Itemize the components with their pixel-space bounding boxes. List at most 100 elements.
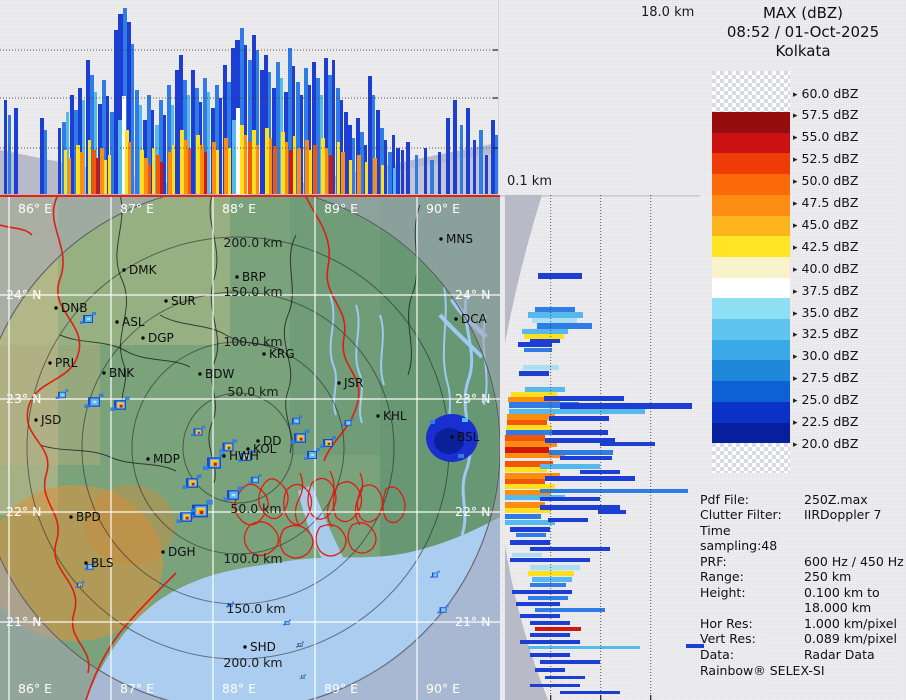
city-marker-sur: SUR — [164, 294, 196, 308]
radar-echo-cell — [226, 601, 234, 608]
city-marker-bsl: BSL — [450, 430, 480, 444]
legend-tick-arrow-icon: ▸ — [793, 220, 798, 231]
svg-text:KHL: KHL — [383, 409, 407, 423]
legend-label: ▸ 55.0 dBZ — [793, 129, 859, 145]
svg-text:SHD: SHD — [250, 640, 276, 654]
svg-text:DGP: DGP — [148, 331, 174, 345]
range-ring-label: 50.0 km — [230, 501, 281, 516]
legend-tick-arrow-icon: ▸ — [793, 111, 798, 122]
range-ring-label: 50.0 km — [227, 384, 278, 399]
metadata-row: Range: 250 km — [700, 569, 906, 584]
radar-echo-cell — [238, 450, 254, 462]
range-ring-label: 100.0 km — [223, 334, 282, 349]
legend-label: ▸ 35.0 dBZ — [793, 304, 859, 320]
metadata-value: 18.000 km — [804, 600, 872, 616]
svg-text:ASL: ASL — [122, 315, 145, 329]
range-ring-label: 200.0 km — [223, 235, 282, 250]
latitude-label: 21° N — [455, 614, 490, 629]
radar-echo-cell — [430, 570, 440, 578]
svg-text:PRL: PRL — [55, 356, 78, 370]
svg-text:DMK: DMK — [129, 263, 158, 277]
legend-swatch — [712, 401, 790, 423]
metadata-footer: Rainbow® SELEX-SI — [700, 662, 825, 678]
radar-echo-cell — [219, 439, 237, 453]
svg-text:BSL: BSL — [457, 430, 480, 444]
metadata-value: Radar Data — [804, 646, 875, 662]
radar-echo-cell — [283, 619, 291, 626]
metadata-label: Data: — [700, 646, 735, 662]
vertical-profile-top-panel — [0, 0, 499, 196]
longitude-label: 86° E — [18, 681, 52, 696]
legend-swatch — [712, 256, 790, 278]
metadata-row: Clutter Filter: IIRDoppler 7 — [700, 507, 906, 522]
radar-echo-cell — [55, 389, 69, 399]
city-marker-dnb: DNB — [54, 301, 87, 315]
svg-text:BRP: BRP — [242, 270, 266, 284]
legend-label: ▸ 32.5 dBZ — [793, 326, 859, 342]
city-marker-dgp: DGP — [141, 331, 174, 345]
product-name: MAX (dBZ) — [762, 4, 844, 22]
longitude-label: 87° E — [120, 201, 154, 216]
metadata-row: PRF: 600 Hz / 450 Hz — [700, 554, 906, 569]
legend-label: ▸ 25.0 dBZ — [793, 392, 859, 408]
latitude-label: 23° N — [455, 391, 490, 406]
metadata-label — [700, 600, 804, 615]
legend-tick-arrow-icon: ▸ — [793, 308, 798, 319]
range-ring-label: 150.0 km — [226, 601, 285, 616]
svg-text:JSD: JSD — [40, 413, 61, 427]
radar-echo-cell — [176, 508, 196, 523]
legend-label: ▸ 37.5 dBZ — [793, 282, 859, 298]
city-marker-dmk: DMK — [122, 263, 158, 277]
svg-text:MDP: MDP — [153, 452, 180, 466]
metadata-row: Height: 0.100 km to — [700, 585, 906, 600]
radar-echo-cell — [299, 674, 307, 679]
longitude-label: 88° E — [222, 681, 256, 696]
city-marker-dd: DD — [256, 434, 281, 448]
city-marker-hwh: HWH — [222, 449, 259, 463]
latitude-label: 22° N — [455, 504, 490, 519]
legend-swatch — [712, 381, 790, 402]
city-marker-brp: BRP — [235, 270, 266, 284]
legend-tick-arrow-icon: ▸ — [793, 242, 798, 253]
range-ring-label: 100.0 km — [223, 551, 282, 566]
latitude-label: 21° N — [6, 614, 41, 629]
metadata-value: 0.100 km to — [804, 584, 880, 600]
radar-echo-cell — [248, 474, 262, 484]
metadata-row: Vert Res: 0.089 km/pixel — [700, 631, 906, 646]
legend-label: ▸ 60.0 dBZ — [793, 85, 859, 101]
radar-echo-cell — [437, 605, 449, 614]
legend-tick-arrow-icon: ▸ — [793, 330, 798, 341]
legend-tick-arrow-icon: ▸ — [793, 352, 798, 363]
svg-text:SUR: SUR — [171, 294, 196, 308]
radar-echo-cell — [182, 474, 202, 489]
legend-tick-arrow-icon: ▸ — [793, 396, 798, 407]
city-marker-mdp: MDP — [146, 452, 180, 466]
longitude-label: 90° E — [426, 201, 460, 216]
range-ring-label: 150.0 km — [223, 284, 282, 299]
metadata-label: Hor Res: — [700, 615, 753, 631]
metadata-label: Range: — [700, 569, 744, 585]
radar-echo-cell — [304, 448, 320, 460]
svg-text:DCA: DCA — [461, 312, 488, 326]
legend-tick-arrow-icon: ▸ — [793, 177, 798, 188]
legend-swatch — [712, 236, 790, 257]
city-marker-jsr: JSR — [337, 376, 364, 390]
city-marker-jsd: JSD — [34, 413, 61, 427]
radar-echo-cell — [290, 429, 310, 444]
metadata-row: Pdf File: 250Z.max — [700, 492, 906, 507]
city-marker-bls: BLS — [84, 556, 114, 570]
legend-tick-arrow-icon: ▸ — [793, 89, 798, 100]
legend-swatch — [712, 339, 790, 361]
legend-label: ▸ 50.0 dBZ — [793, 173, 859, 189]
radar-map-panel: 200.0 km 150.0 km 100.0 km 50.0 km 50.0 km 10… — [0, 195, 500, 700]
legend-tick-arrow-icon: ▸ — [793, 286, 798, 297]
legend-swatch — [712, 215, 790, 237]
svg-text:KOL: KOL — [253, 442, 277, 456]
city-marker-kol: KOL — [246, 442, 277, 456]
dbz-color-legend: ▸ 60.0 dBZ ▸ 57.5 dBZ ▸ 55.0 dBZ ▸ 52.5 dBZ ▸ 50.… — [705, 65, 905, 480]
legend-swatch — [712, 132, 790, 154]
latitude-label: 24° N — [6, 287, 41, 302]
city-marker-krg: KRG — [262, 347, 295, 361]
legend-label: ▸ 22.5 dBZ — [793, 414, 859, 429]
